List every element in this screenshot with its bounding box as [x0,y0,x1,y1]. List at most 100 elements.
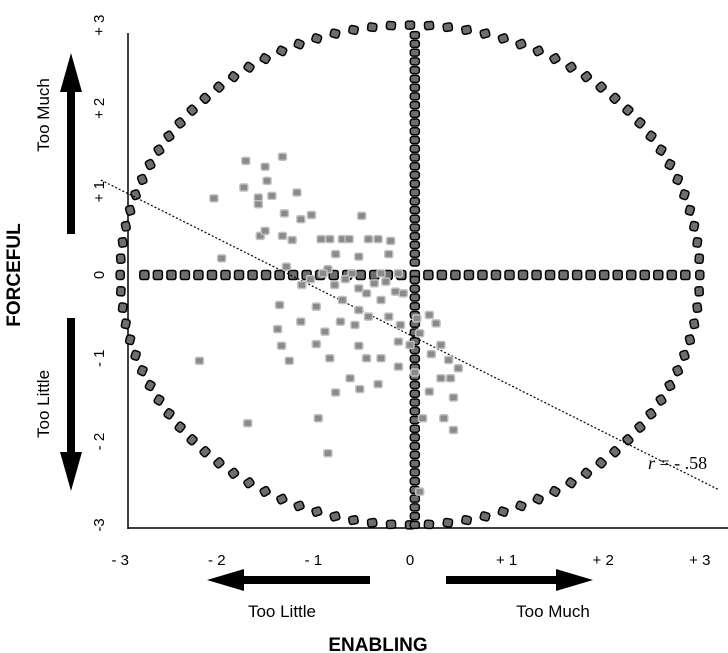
vertical-marker [409,92,421,101]
circle-marker [684,334,696,346]
data-point [194,356,205,366]
data-point [281,262,292,271]
circle-marker [227,467,240,479]
horizontal-marker [531,269,542,281]
vertical-marker [409,48,421,57]
circle-marker [259,485,271,497]
horizontal-marker [490,269,502,281]
data-point [393,269,404,278]
data-point [262,176,272,186]
vertical-marker [409,30,421,40]
circle-marker [634,421,646,433]
x-tick-label: - 2 [208,552,226,569]
horizontal-marker [585,269,596,281]
circle-marker [595,457,607,469]
data-point [316,234,326,244]
circle-marker [694,285,705,297]
x-tick-labels: - 3 - 2 - 1 0 + 1 + 2 + 3 [111,552,710,569]
data-point [356,211,367,221]
x-axis-title: ENABLING [328,635,427,653]
vertical-marker [409,109,421,119]
horizontal-marker [179,269,191,281]
circle-marker [144,158,156,171]
data-point [241,156,251,166]
data-point [305,274,316,284]
circle-marker [515,38,527,50]
x-tick-label: + 3 [689,552,710,569]
data-point [414,329,425,338]
data-point [296,317,306,326]
circle-marker [672,364,684,377]
x-tick-label: + 1 [496,552,517,569]
circle-marker [694,253,705,265]
data-point [350,320,360,330]
horizontal-marker [517,269,529,281]
data-point [347,269,357,278]
circle-marker [442,517,454,528]
data-point [344,234,354,244]
horizontal-marker [463,269,475,281]
circle-marker [609,445,621,458]
circle-marker [549,53,561,65]
horizontal-marker [558,269,569,281]
data-point [337,295,348,305]
circle-marker [293,38,305,50]
data-point [361,354,372,363]
correlation-annotation: r = - .58 [648,453,707,473]
reference-markers [115,20,705,530]
circle-marker [117,302,128,314]
data-point [345,374,355,383]
circle-marker [213,457,225,469]
vertical-marker [409,459,421,468]
horizontal-marker [233,269,245,281]
data-point [361,289,372,298]
circle-marker [385,20,397,31]
circle-marker [565,477,577,489]
correlation-value: = - .58 [655,453,707,473]
circle-marker [276,45,288,57]
vertical-marker [409,275,421,285]
correlation-r-symbol: r [648,453,656,473]
vertical-marker [409,100,421,110]
circle-marker [348,24,360,36]
x-tick-label: - 3 [111,552,129,569]
vertical-marker [409,503,421,512]
circle-marker [423,519,435,530]
vertical-marker [409,301,421,311]
vertical-marker [409,258,421,267]
vertical-marker [409,153,421,162]
horizontal-marker [612,269,623,281]
data-point [276,341,287,351]
circle-marker [689,220,700,232]
data-point [354,341,364,351]
vertical-marker [409,354,421,363]
circle-marker [115,253,126,265]
horizontal-marker [423,269,434,281]
circle-marker [120,318,131,330]
data-point [340,274,351,284]
data-point [414,487,425,496]
data-point [376,269,386,278]
data-point [239,183,249,192]
data-point [323,449,333,458]
data-point [383,312,394,321]
circle-marker [479,28,491,39]
vertical-marker [409,424,421,433]
data-point [383,249,394,259]
y-tick-label: 0 [91,271,108,279]
vertical-marker [409,135,421,145]
data-point [325,234,335,244]
data-point [329,280,340,290]
horizontal-marker [220,269,231,281]
circle-marker [115,269,125,281]
data-point [417,414,428,423]
vertical-marker [409,57,421,66]
data-point [439,414,449,423]
data-point [354,305,364,315]
circle-marker [532,45,544,57]
data-point [253,199,264,209]
data-points [194,152,464,496]
circle-marker [227,71,240,83]
